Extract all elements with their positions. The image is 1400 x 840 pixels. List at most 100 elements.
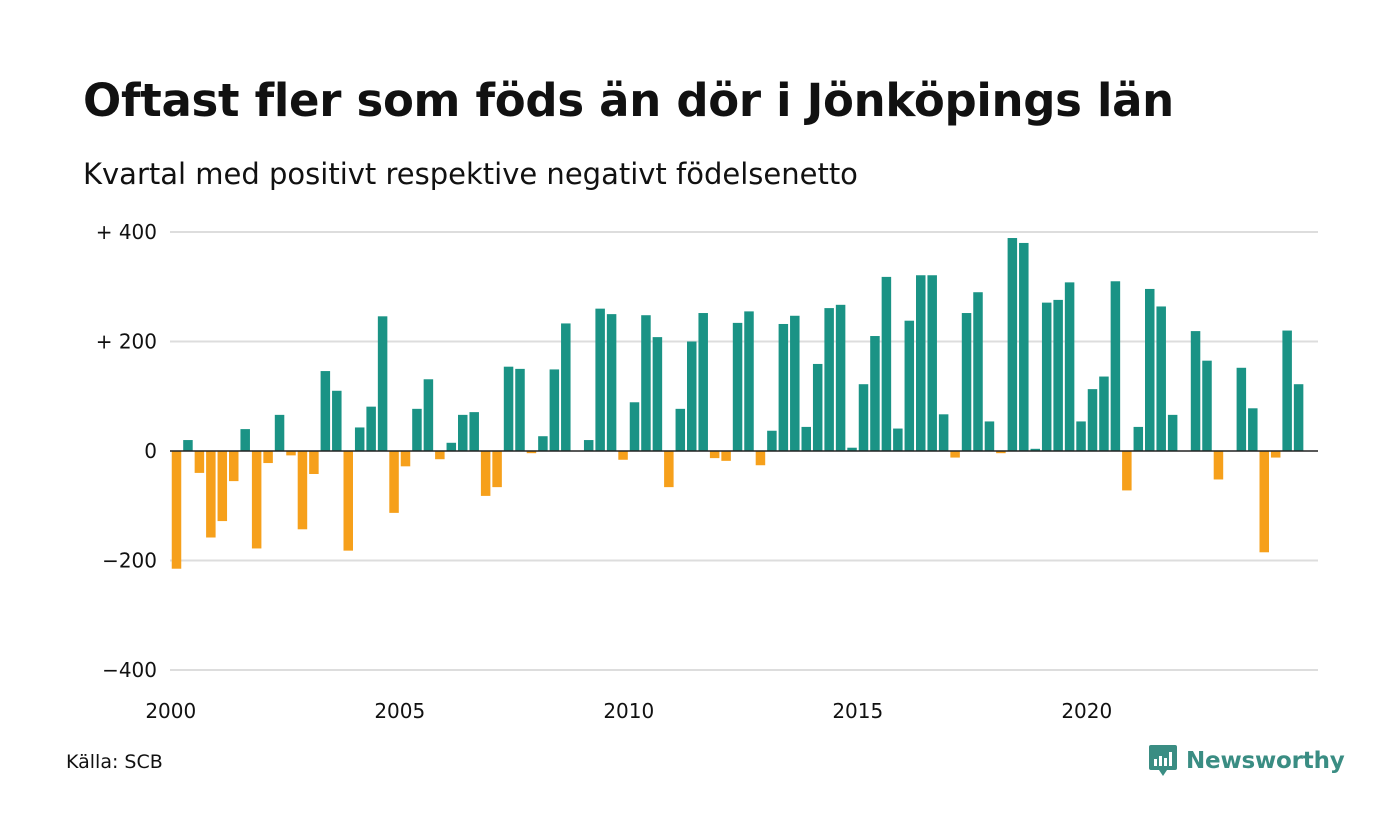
bar [1110, 281, 1121, 451]
bar [973, 292, 983, 451]
bar [824, 308, 834, 451]
bar [297, 451, 308, 530]
bar [446, 442, 457, 451]
bar [1236, 367, 1247, 451]
bar [549, 369, 560, 451]
x-axis-labels: 2000 2005 2010 2015 2020 [145, 699, 1112, 723]
bar [1053, 299, 1063, 451]
bar [1087, 389, 1098, 451]
bar [377, 316, 388, 451]
bar [732, 322, 743, 451]
bar [904, 320, 915, 451]
bar [423, 379, 434, 451]
bar [263, 451, 273, 464]
bar [618, 451, 628, 460]
bar [526, 451, 537, 454]
bar [561, 323, 571, 451]
bars [171, 238, 1304, 569]
bar [938, 414, 949, 451]
bar [1122, 451, 1132, 491]
bar [1007, 238, 1018, 451]
bar [1202, 360, 1212, 451]
bar [1167, 414, 1178, 451]
bar [664, 451, 674, 488]
brand-name: Newsworthy [1186, 748, 1345, 774]
bar [1064, 282, 1075, 451]
bar [767, 430, 777, 451]
bar [309, 451, 319, 474]
y-tick-label: + 400 [96, 220, 157, 244]
bar [1099, 376, 1109, 451]
chart-title: Oftast fler som föds än dör i Jönköpings… [83, 74, 1174, 127]
bar [606, 314, 617, 451]
bar [332, 390, 342, 451]
bar [206, 451, 216, 538]
x-tick-label: 2020 [1061, 699, 1112, 723]
bar [893, 428, 903, 451]
bar [595, 308, 605, 451]
y-tick-label: + 200 [96, 330, 157, 354]
bar [1190, 331, 1201, 451]
bar [916, 275, 926, 451]
bar [790, 315, 800, 451]
y-axis-labels: + 400 + 200 0 −200 −400 [96, 220, 157, 682]
x-tick-label: 2010 [603, 699, 654, 723]
bar [183, 440, 193, 451]
newsworthy-logo-icon [1149, 745, 1177, 776]
chart-subtitle: Kvartal med positivt respektive negativt… [83, 157, 858, 191]
bar [1270, 451, 1281, 458]
x-tick-label: 2005 [374, 699, 425, 723]
bar [996, 451, 1006, 454]
bar [721, 451, 731, 461]
bar [858, 384, 869, 451]
y-tick-label: 0 [144, 439, 157, 463]
bar [503, 366, 514, 451]
bar [755, 451, 766, 466]
bar [274, 414, 285, 451]
bar [629, 402, 640, 451]
bar [641, 315, 651, 451]
bar [194, 451, 205, 473]
bar [1030, 448, 1040, 451]
bar [354, 427, 365, 451]
bar [709, 451, 720, 459]
bar [1213, 451, 1224, 480]
bar [366, 406, 376, 451]
bar [1019, 242, 1029, 451]
x-tick-label: 2000 [145, 699, 196, 723]
bar [389, 451, 399, 513]
bar [1133, 426, 1144, 451]
bar [1041, 302, 1052, 451]
bar [870, 336, 880, 451]
bar [1248, 408, 1258, 451]
bar [1282, 330, 1292, 451]
bar [698, 313, 708, 451]
y-tick-label: −400 [102, 658, 157, 682]
bar [1076, 421, 1086, 451]
y-tick-label: −200 [102, 549, 157, 573]
bar [652, 337, 663, 451]
bar [961, 313, 972, 451]
bar [538, 436, 548, 451]
bar [217, 451, 228, 522]
brand-logo: Newsworthy [1148, 744, 1345, 778]
x-tick-label: 2015 [832, 699, 883, 723]
gridlines [170, 231, 1318, 671]
bar [286, 451, 296, 456]
bar [400, 451, 411, 467]
bar [480, 451, 491, 496]
bar [435, 451, 445, 460]
bar [687, 341, 697, 451]
bar [675, 408, 686, 451]
bar [515, 368, 525, 451]
bar [847, 447, 857, 451]
bar [950, 451, 960, 458]
bar [927, 275, 937, 451]
source-note: Källa: SCB [66, 751, 163, 773]
bar [1259, 451, 1269, 553]
bar [343, 451, 353, 551]
bar [320, 371, 331, 451]
bar [801, 426, 811, 451]
bar [171, 451, 182, 569]
